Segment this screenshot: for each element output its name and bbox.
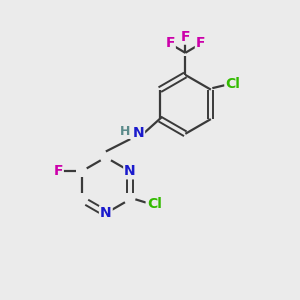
- Text: Cl: Cl: [226, 77, 240, 91]
- Text: F: F: [181, 30, 190, 44]
- Text: F: F: [53, 164, 63, 178]
- Text: H: H: [120, 125, 131, 138]
- Text: F: F: [196, 35, 206, 50]
- Text: N: N: [132, 126, 144, 140]
- Text: N: N: [124, 164, 136, 178]
- Text: N: N: [100, 206, 112, 220]
- Text: F: F: [165, 35, 175, 50]
- Text: Cl: Cl: [147, 197, 162, 211]
